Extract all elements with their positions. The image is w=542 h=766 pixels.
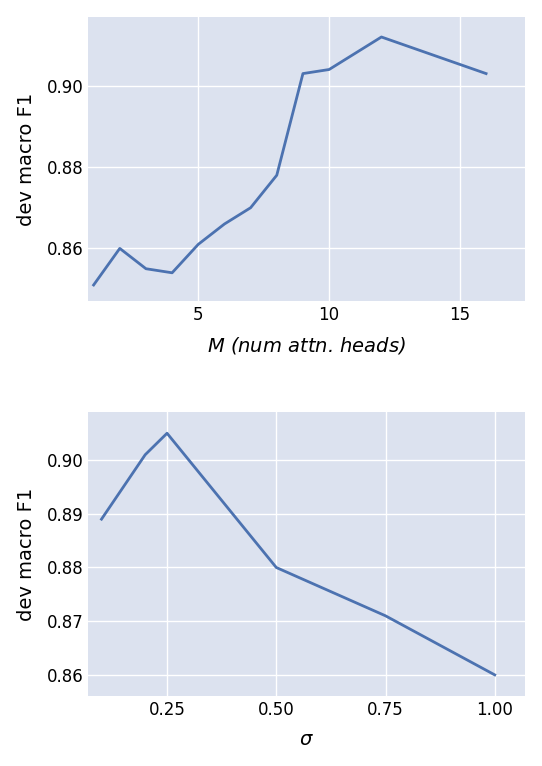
X-axis label: $M$ (num attn. heads): $M$ (num attn. heads): [208, 336, 406, 356]
Y-axis label: dev macro F1: dev macro F1: [17, 93, 36, 225]
X-axis label: $\sigma$: $\sigma$: [299, 730, 314, 749]
Y-axis label: dev macro F1: dev macro F1: [17, 487, 36, 620]
